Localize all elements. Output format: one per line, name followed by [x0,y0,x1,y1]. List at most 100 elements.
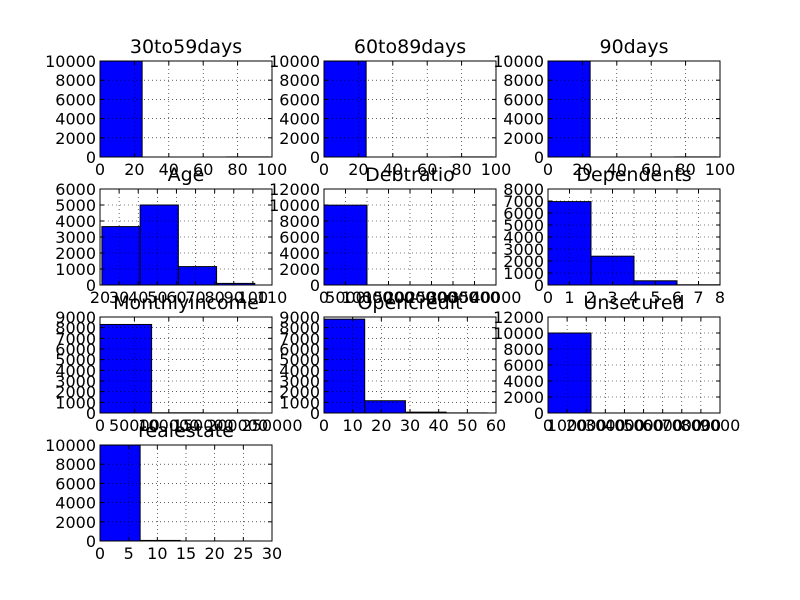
y-tick-label: 0 [86,276,96,295]
x-tick-label: 60 [417,160,437,179]
y-tick-label: 1000 [55,260,96,279]
subplot-title: Monthlyincome [113,292,259,314]
subplot-title: 90days [599,36,668,58]
y-tick-label: 6000 [55,474,96,493]
y-tick-label: 10000 [45,52,96,71]
subplot-title: Age [168,164,205,186]
axes-frame [99,60,273,158]
y-tick-label: 0 [86,404,96,423]
y-tick-label: 2000 [503,252,544,271]
y-tick-label: 4000 [55,212,96,231]
y-tick-label: 6000 [503,90,544,109]
y-tick-label: 9000 [55,308,96,327]
y-tick-label: 0 [310,404,320,423]
x-tick-label: 60 [486,416,506,435]
x-tick-label: 200000 [207,416,268,435]
y-tick-label: 4000 [279,244,320,263]
x-tick-label: 6000 [642,416,683,435]
x-tick-label: 2 [586,288,596,307]
subplot-title: Dependents [576,164,691,186]
y-tick-label: 2000 [55,513,96,532]
bar [547,201,592,286]
y-tick-label: 0 [310,148,320,167]
x-tick-label: 80 [451,160,471,179]
subplot-opencredit: 0 10 20 30 40 50 60010002000300040005000600070… [279,292,506,435]
bar [323,60,367,158]
subplot-title: 30to59days [130,36,242,58]
x-tick-label: 20 [90,288,110,307]
x-tick-label: 60 [641,160,661,179]
bar [101,226,141,286]
x-tick-label: 8000 [681,416,722,435]
x-tick-label: 250000 [241,416,302,435]
y-tick-label: 3000 [503,240,544,259]
y-tick-label: 6000 [503,356,544,375]
y-tick-label: 8000 [55,455,96,474]
y-tick-label: 8000 [503,340,544,359]
x-tick-label: 80 [675,160,695,179]
y-tick-label: 6000 [55,180,96,199]
axes-frame [99,316,273,414]
x-tick-label: 110 [257,288,288,307]
y-tick-label: 6000 [279,228,320,247]
x-tick-label: 0 [543,160,553,179]
x-tick-label: 60 [166,288,186,307]
x-tick-label: 0 [95,416,105,435]
y-tick-label: 8000 [503,180,544,199]
bar [99,444,141,542]
y-tick-label: 8000 [279,319,320,338]
axes-frame [547,188,721,286]
axes-frame [547,316,721,414]
y-tick-label: 0 [310,276,320,295]
axes-frame [99,444,273,542]
subplot-title: 60to89days [354,36,466,58]
x-tick-label: 6 [672,288,682,307]
x-tick-label: 20 [371,416,391,435]
bar [547,332,592,414]
y-tick-label: 4000 [55,110,96,129]
y-tick-label: 4000 [55,361,96,380]
bar [99,60,143,158]
y-tick-label: 3000 [55,228,96,247]
subplot-dependents: 0 1 2 3 4 5 6 7 80100020003000400050006000700080… [503,164,725,307]
x-tick-label: 60 [193,160,213,179]
y-tick-label: 5000 [279,351,320,370]
y-tick-label: 12000 [269,180,320,199]
bar [177,266,218,286]
y-tick-label: 6000 [55,90,96,109]
x-tick-label: 40 [128,288,148,307]
y-tick-label: 7000 [55,329,96,348]
subplot-30to59days: 0 20 40 60 80 100020004000600080001000030to59… [45,36,287,179]
y-tick-label: 1000 [503,264,544,283]
x-tick-label: 70 [185,288,205,307]
y-tick-label: 1000 [55,393,96,412]
x-tick-label: 4 [629,288,639,307]
x-tick-label: 40 [428,416,448,435]
x-tick-label: 0 [319,160,329,179]
y-tick-label: 10000 [493,324,544,343]
y-tick-label: 0 [86,148,96,167]
y-tick-label: 8000 [279,71,320,90]
axes-frame [323,188,497,286]
x-tick-label: 100 [481,160,512,179]
subplot-unsecured: 0100020003000400050006000700080009000020… [493,292,740,435]
y-tick-label: 6000 [279,90,320,109]
y-tick-label: 2000 [503,388,544,407]
x-tick-label: 80 [204,288,224,307]
x-tick-label: 7000 [661,416,702,435]
y-tick-label: 5000 [503,216,544,235]
x-tick-label: 1000 [547,416,588,435]
y-tick-label: 12000 [493,308,544,327]
y-tick-label: 0 [534,404,544,423]
subplot-monthlyincome: 0 500001000001500002000002500000100020003… [55,292,302,435]
y-tick-label: 10000 [45,436,96,455]
subplot-title: Debtratio [365,164,455,186]
x-tick-label: 1 [564,288,574,307]
subplot-realestate: 0 5 10 15 20 25 300200040006000800010000reales… [45,420,282,563]
x-tick-label: 15000 [363,288,414,307]
x-tick-label: 2000 [566,416,607,435]
x-tick-label: 5 [124,544,134,563]
y-tick-label: 2000 [279,260,320,279]
